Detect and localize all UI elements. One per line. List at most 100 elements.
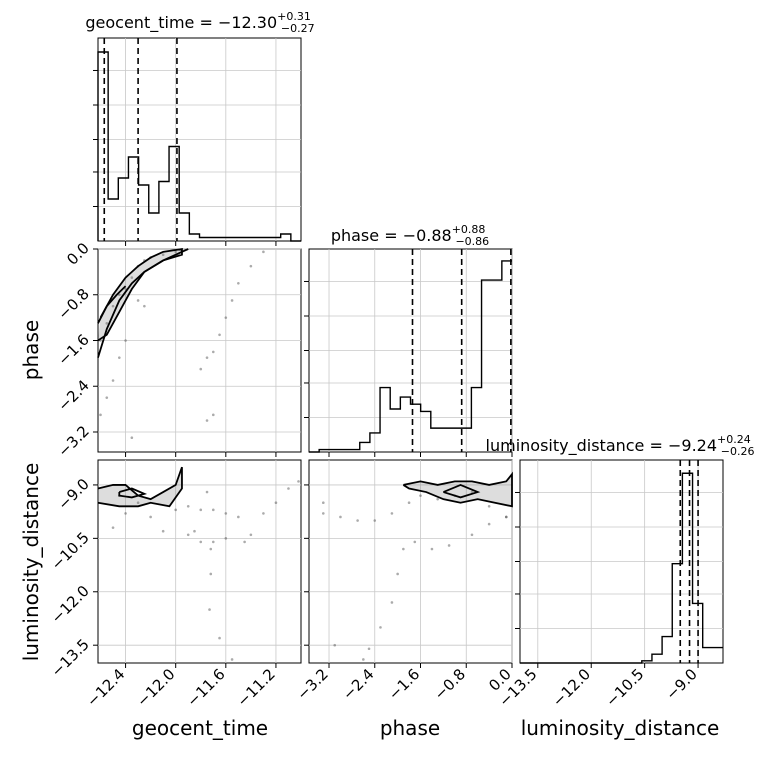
scatter-point [199,367,203,371]
xlabel-geocent-time: geocent_time [132,716,268,740]
scatter-point [447,544,451,547]
scatter-point [136,299,140,302]
scatter-point [211,508,215,512]
scatter-point [419,494,422,497]
scatter-point [111,526,115,529]
contour-line [97,285,127,324]
x-tick-label-luminosity-distance: −10.5 [602,665,647,710]
scatter-point [205,419,209,422]
scatter-point [193,529,196,533]
scatter-point [436,497,439,501]
y-tick-label-luminosity-distance: −12.0 [48,582,93,627]
scatter-point [430,547,434,551]
y-tick-label-phase: −1.6 [54,331,92,369]
y-tick-label-luminosity-distance: −9.0 [54,475,92,513]
histogram-phase [309,260,512,453]
title-geocent-time: geocent_time = −12.30+0.31 −0.27 [85,10,314,35]
scatter-point [243,540,246,544]
y-tick-label-phase: −0.8 [54,285,92,323]
x-tick-label-luminosity-distance: −9.0 [662,665,700,703]
scatter-point [224,512,228,515]
scatter-point [390,601,394,604]
title-luminosity-distance: luminosity_distance = −9.24+0.24 −0.26 [486,433,755,458]
scatter-point [230,299,234,302]
scatter-point [274,501,278,505]
scatter-point [118,356,121,359]
scatter-point [339,515,342,519]
scatter-point [209,547,213,551]
scatter-point [249,533,253,537]
x-tick-label-phase: −1.6 [385,665,423,703]
scatter-point [470,533,474,537]
scatter-point [287,487,290,490]
scatter-point [321,501,325,505]
scatter-point [230,658,234,661]
scatter-point [237,515,240,519]
scatter-point [504,515,508,519]
y-tick-label-luminosity-distance: −13.5 [48,635,93,680]
x-tick-label-phase: −0.8 [431,665,469,703]
x-tick-label-phase: −3.2 [293,665,331,703]
scatter-point [367,647,371,651]
scatter-point [333,643,337,647]
scatter-point [143,304,146,308]
contour-line [118,487,148,499]
scatter-point [199,540,203,544]
scatter-point [224,316,228,319]
x-tick-label-luminosity-distance: −12.0 [549,665,594,710]
contour-line [402,471,513,508]
scatter-point [186,533,190,537]
y-tick-label-phase: −3.2 [54,422,92,460]
ylabel-phase: phase [19,320,43,380]
scatter-point [224,537,228,540]
scatter-point [161,529,165,533]
x-tick-label-geocent-time: −11.6 [183,665,228,710]
title-phase: phase = −0.88+0.88 −0.86 [331,223,489,248]
histogram-luminosity-distance [520,472,723,664]
xlabel-phase: phase [380,716,440,740]
scatter-point [205,356,209,359]
scatter-point [149,515,152,519]
panel-luminosity-distance-vs-geocent-time [97,459,302,664]
x-tick-label-geocent-time: −11.2 [234,665,279,710]
xlabel-luminosity-distance: luminosity_distance [521,716,720,740]
scatter-point [356,519,359,522]
scatter-point [130,276,134,279]
scatter-point [208,608,211,611]
scatter-point [161,253,165,257]
scatter-point [413,540,417,544]
histogram-geocent-time [97,51,301,242]
ylabel-luminosity-distance: luminosity_distance [19,463,43,662]
scatter-point [407,501,411,505]
scatter-point [209,572,213,576]
scatter-point [111,379,115,382]
x-tick-label-phase: −2.4 [339,665,377,703]
scatter-point [262,512,265,515]
scatter-point [111,304,115,308]
scatter-point [174,250,177,254]
scatter-point [124,339,127,342]
scatter-point [211,413,215,417]
contour-line [97,466,183,508]
scatter-point [249,264,253,268]
contour-line [97,248,189,358]
scatter-point [321,512,325,515]
scatter-point [379,626,382,629]
scatter-point [205,490,209,494]
scatter-point [390,512,394,515]
scatter-point [99,413,102,417]
scatter-point [218,333,221,337]
x-tick-label-geocent-time: −12.4 [83,665,128,710]
scatter-point [362,658,365,661]
scatter-point [262,250,265,254]
scatter-point [211,540,215,544]
scatter-point [237,282,240,285]
scatter-point [402,547,405,551]
scatter-point [136,501,140,505]
scatter-point [218,636,221,640]
scatter-point [396,572,399,576]
scatter-point [105,396,109,399]
chart-marks: −3.2−2.4−1.6−0.80.0−12.4 −12.0 −11.6 −11.2−… [48,38,723,710]
